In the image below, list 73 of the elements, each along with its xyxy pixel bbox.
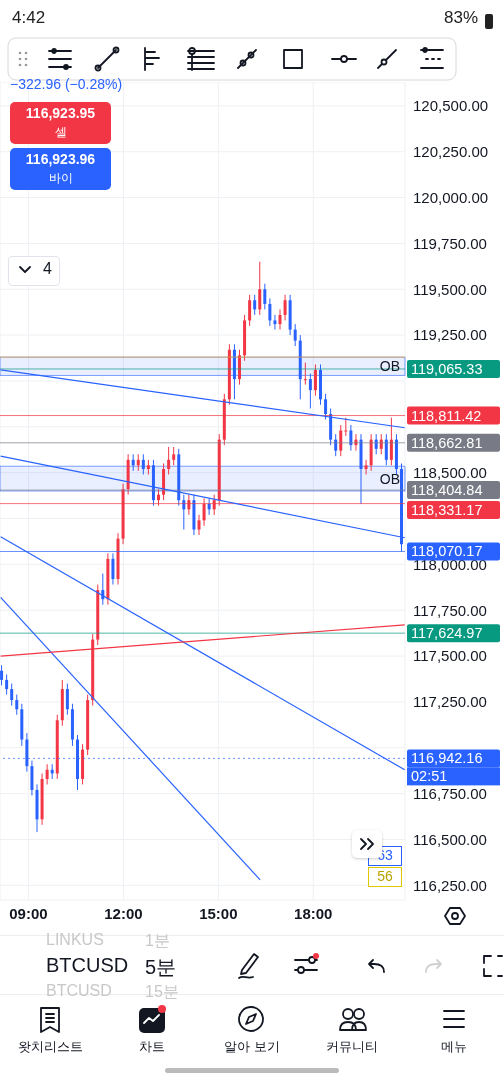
x-tick-label: 12:00 <box>104 904 143 922</box>
candlestick <box>10 683 14 707</box>
candlestick <box>258 261 262 316</box>
text: 커뮤니티 <box>325 1038 379 1056</box>
text: 02:51 <box>411 768 448 785</box>
text: BTCUSD <box>46 954 129 977</box>
candlestick <box>0 664 4 686</box>
candlestick <box>364 459 368 475</box>
annotation: 56 <box>368 867 402 887</box>
y-tick-label: 120,000.00 <box>413 188 489 206</box>
candlestick <box>273 314 277 331</box>
candlestick <box>384 433 388 466</box>
candlestick <box>268 297 272 327</box>
candlestick <box>278 308 282 331</box>
candlestick <box>293 323 297 347</box>
ref-line-label: 118,331.17 <box>411 502 483 519</box>
y-tick-label: 116,250.00 <box>413 876 487 894</box>
annotation: 116,923.95 <box>24 104 97 123</box>
candlestick <box>248 294 252 327</box>
y-tick-label: 120,500.00 <box>413 97 489 115</box>
annotation: −322.96 (−0.28%) <box>10 76 123 92</box>
ref-line-label: 118,404.84 <box>411 482 483 499</box>
candlestick <box>308 373 312 409</box>
y-tick-label: 119,750.00 <box>413 234 487 252</box>
y-tick-label: 117,500.00 <box>413 647 487 665</box>
ref-line-label: 118,811.42 <box>411 407 482 424</box>
ref-line-label: 116,942.16 <box>411 750 483 767</box>
y-tick-label: 119,250.00 <box>413 326 487 344</box>
annotation: 셀 <box>53 124 68 141</box>
ref-line-label: 119,065.33 <box>411 360 483 377</box>
candlestick <box>167 446 171 475</box>
ref-line-label: 117,624.97 <box>411 625 483 642</box>
candlestick <box>349 424 353 452</box>
annotation: 4 <box>43 260 52 278</box>
candlestick <box>172 446 176 466</box>
candlestick <box>339 424 343 457</box>
band-label: OB <box>379 470 400 487</box>
text: 왓치리스트 <box>16 1038 84 1056</box>
candlestick <box>15 694 19 716</box>
band-label: OB <box>379 358 400 375</box>
candlestick <box>30 760 34 796</box>
annotation: 116,923.96 <box>24 150 97 169</box>
text: 5분 <box>145 955 177 980</box>
candlestick <box>5 673 9 696</box>
text: 83% <box>443 8 478 28</box>
y-tick-label: 117,750.00 <box>413 601 487 619</box>
candlestick <box>141 453 145 475</box>
y-tick-label: 117,250.00 <box>413 693 487 711</box>
text: 차트 <box>138 1038 166 1056</box>
candlestick <box>253 294 257 316</box>
text: 메뉴 <box>440 1038 468 1056</box>
candlestick <box>389 417 393 466</box>
x-tick-label: 15:00 <box>199 904 238 922</box>
y-tick-label: 116,500.00 <box>413 830 487 848</box>
candlestick <box>283 294 287 321</box>
candlestick <box>65 683 69 716</box>
y-tick-label: 116,750.00 <box>413 784 487 802</box>
y-tick-label: 119,500.00 <box>413 280 487 298</box>
candlestick <box>197 514 201 536</box>
y-tick-label: 118,500.00 <box>413 463 487 481</box>
candlestick <box>313 363 317 397</box>
x-tick-label: 09:00 <box>9 904 48 922</box>
candlestick <box>263 283 267 310</box>
text: 알아 보기 <box>223 1038 281 1056</box>
ref-line-label: 118,662.81 <box>411 434 483 451</box>
x-tick-label: 18:00 <box>294 904 333 922</box>
text: 4:42 <box>12 8 46 28</box>
candlestick <box>344 417 348 437</box>
y-tick-label: 120,250.00 <box>413 143 489 161</box>
candlestick <box>324 393 328 420</box>
candlestick <box>45 763 49 785</box>
annotation: 바이 <box>47 170 74 187</box>
candlestick <box>303 362 307 386</box>
